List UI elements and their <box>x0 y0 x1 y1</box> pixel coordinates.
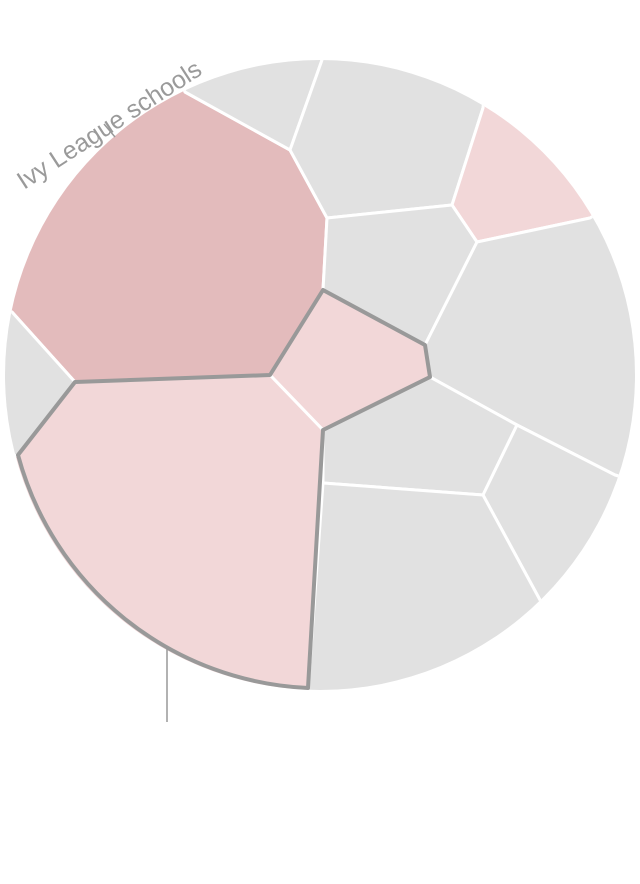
highlight-outline <box>16 288 432 690</box>
cell <box>5 60 329 384</box>
cell <box>450 60 635 244</box>
cell <box>303 481 635 690</box>
cell <box>5 298 77 472</box>
leader-line <box>103 123 116 138</box>
cell <box>5 373 325 690</box>
